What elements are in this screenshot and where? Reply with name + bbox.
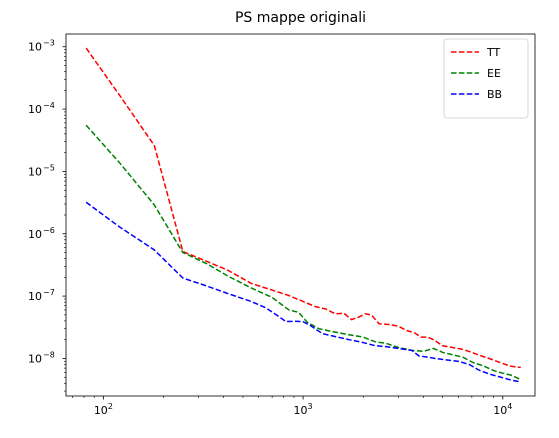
- y-tick-label: 10: [28, 165, 42, 178]
- y-tick-label-base: 10: [28, 352, 42, 365]
- legend-label-ee: EE: [487, 67, 501, 80]
- plot-frame: [65, 33, 536, 397]
- y-tick-label-exponent: −4: [43, 101, 55, 110]
- series-layer: [85, 47, 522, 383]
- y-tick-label: 10: [28, 290, 42, 303]
- x-tick-label: 102: [94, 402, 113, 417]
- x-tick-label-base: 10: [294, 404, 308, 417]
- x-tick-label-exponent: 4: [507, 402, 512, 411]
- y-tick-label: 10: [28, 352, 42, 365]
- series-line-bb: [85, 201, 521, 383]
- x-axis-ticks: 102 103 104: [72, 396, 512, 417]
- chart-title: PS mappe originali: [235, 10, 366, 26]
- x-tick-label: 104: [493, 402, 512, 417]
- y-tick-label: 10: [28, 228, 42, 241]
- y-tick-label-base: 10: [28, 41, 42, 54]
- y-tick-label-exponent: −6: [43, 226, 55, 235]
- y-tick-label-exponent: −5: [43, 163, 55, 172]
- y-tick-label-exponent: −8: [43, 350, 55, 359]
- x-tick-label-base: 10: [493, 404, 507, 417]
- series-line-tt: [85, 47, 521, 369]
- y-axis-ticks: 10−810−710−610−510−410−3: [28, 39, 66, 392]
- y-tick-label: 10: [28, 41, 42, 54]
- y-tick-label-base: 10: [28, 165, 42, 178]
- legend-label-tt: TT: [486, 46, 501, 59]
- x-tick-label-exponent: 3: [308, 402, 313, 411]
- y-tick-label-exponent: −7: [43, 288, 55, 297]
- x-tick-label-base: 10: [94, 404, 108, 417]
- legend-label-bb: BB: [487, 88, 502, 101]
- y-tick-label-base: 10: [28, 103, 42, 116]
- legend-box: [443, 38, 529, 119]
- x-tick-label-exponent: 2: [108, 402, 113, 411]
- x-tick-label: 103: [294, 402, 313, 417]
- y-tick-label: 10: [28, 103, 42, 116]
- legend: TT EE BB: [443, 38, 529, 119]
- y-tick-label-exponent: −3: [43, 39, 55, 48]
- y-tick-label-base: 10: [28, 228, 42, 241]
- y-tick-label-base: 10: [28, 290, 42, 303]
- series-line-ee: [85, 124, 522, 381]
